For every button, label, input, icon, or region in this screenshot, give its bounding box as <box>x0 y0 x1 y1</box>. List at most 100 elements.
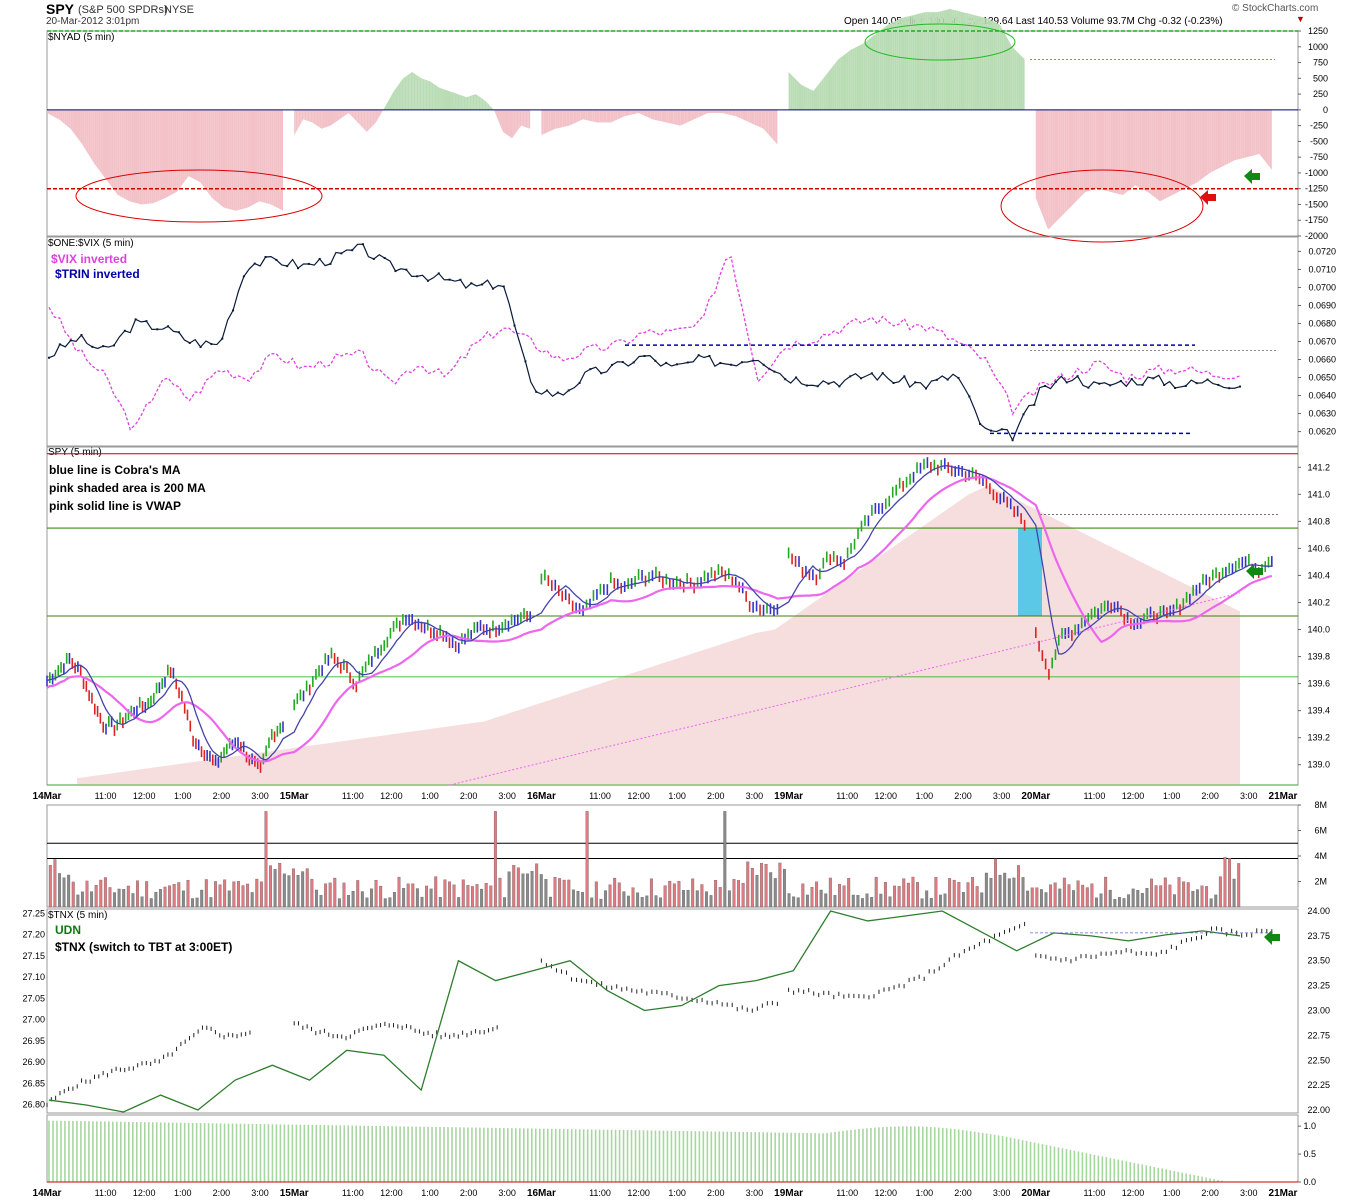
spy-y-label: 140.8 <box>1307 516 1330 526</box>
nyad-area <box>168 109 171 197</box>
volume-bar <box>544 879 548 908</box>
nyad-area <box>60 109 63 123</box>
nyad-area <box>738 109 741 119</box>
volume-bar <box>521 873 525 908</box>
nyad-area <box>638 109 641 115</box>
x-tick-label: 3:00 <box>498 1188 516 1198</box>
nyad-area <box>206 109 209 193</box>
volume-bar <box>714 880 718 908</box>
volume-bar <box>760 863 763 908</box>
nyad-area <box>997 23 1000 110</box>
nyad-area <box>281 109 283 211</box>
volume-bar <box>498 877 502 908</box>
volume-bar <box>314 889 318 908</box>
x-tick-label: 1:00 <box>1163 791 1181 801</box>
volume-bar <box>902 878 906 908</box>
x-tick-label: 19Mar <box>774 1188 803 1199</box>
nyad-area <box>428 80 431 110</box>
volume-bar <box>324 883 328 908</box>
nyad-area <box>1160 109 1163 202</box>
volume-bar <box>1232 878 1236 908</box>
volume-bar <box>1131 888 1135 908</box>
datetime: 20-Mar-2012 3:01pm <box>46 16 140 27</box>
nyad-area <box>620 109 623 119</box>
nyad-area <box>865 40 868 110</box>
trin-point <box>188 341 191 344</box>
trin-point <box>426 279 429 282</box>
nyad-area <box>129 109 132 202</box>
volume-bar <box>58 873 61 908</box>
nyad-area <box>306 109 308 121</box>
volume-bar <box>1026 890 1030 908</box>
nyad-area <box>689 109 692 122</box>
nyad-area <box>817 83 820 110</box>
nyad-area <box>756 109 759 127</box>
volume-bar <box>1228 858 1231 908</box>
nyad-area <box>1166 109 1169 199</box>
volume-bar <box>686 889 690 908</box>
trin-point <box>946 378 949 381</box>
nyad-area <box>92 109 95 164</box>
nyad-area <box>309 109 311 122</box>
nyad-area <box>1215 109 1218 170</box>
nyad-y-label: 500 <box>1313 73 1328 83</box>
nyad-area <box>768 109 771 137</box>
volume-bar <box>489 885 493 908</box>
tnx-right-label: 23.25 <box>1307 981 1330 991</box>
tnx-right-label: 24.00 <box>1307 906 1330 916</box>
volume-bar <box>526 873 529 908</box>
nyad-area <box>389 96 392 110</box>
nyad-area <box>466 96 469 110</box>
nyad-area <box>208 109 211 196</box>
nyad-area <box>1068 109 1071 209</box>
nyad-area <box>1120 109 1123 195</box>
x-tick-label: 3:00 <box>1240 1188 1258 1198</box>
nyad-area <box>813 88 816 110</box>
nyad-area <box>316 109 319 127</box>
nyad-area <box>1046 109 1049 230</box>
vwap-line <box>46 476 1273 763</box>
x-tick-label: 12:00 <box>875 1188 898 1198</box>
nyad-area <box>313 109 316 125</box>
nyad-area <box>48 109 51 116</box>
nyad-area <box>123 109 126 200</box>
nyad-area <box>247 109 250 208</box>
volume-bar <box>94 884 98 908</box>
x-tick-label: 1:00 <box>668 791 686 801</box>
volume-bar <box>379 885 383 908</box>
nyad-area <box>1164 109 1167 200</box>
volume-bar <box>328 882 332 908</box>
nyad-area <box>155 109 158 203</box>
volume-bar <box>1154 885 1158 908</box>
nyad-area <box>898 18 901 110</box>
trin-point <box>860 377 863 380</box>
nyad-area <box>1170 109 1173 197</box>
volume-bar <box>741 883 745 908</box>
tnx-right-label: 22.75 <box>1307 1030 1330 1040</box>
nyad-area <box>657 109 660 121</box>
volume-bar <box>177 882 181 908</box>
nyad-area <box>987 18 990 110</box>
volume-bar <box>838 883 841 908</box>
volume-bar <box>778 862 782 908</box>
nyad-area <box>1001 28 1004 110</box>
nyad-area <box>202 109 205 188</box>
nyad-area <box>47 109 49 115</box>
nyad-area <box>401 78 404 110</box>
nyad-area <box>724 109 727 115</box>
nyad-area <box>96 109 99 169</box>
nyad-area <box>141 109 144 205</box>
volume-bar <box>425 885 429 908</box>
nyad-area <box>594 109 597 123</box>
nyad-area <box>519 109 522 128</box>
nyad-area <box>481 98 484 110</box>
nyad-area <box>159 109 162 201</box>
nyad-area <box>521 109 523 127</box>
nyad-area <box>225 109 228 209</box>
volume-bar <box>893 885 897 908</box>
nyad-area <box>204 109 207 191</box>
nyad-area <box>894 20 897 110</box>
nyad-area <box>1147 109 1150 194</box>
nyad-area <box>74 109 77 137</box>
